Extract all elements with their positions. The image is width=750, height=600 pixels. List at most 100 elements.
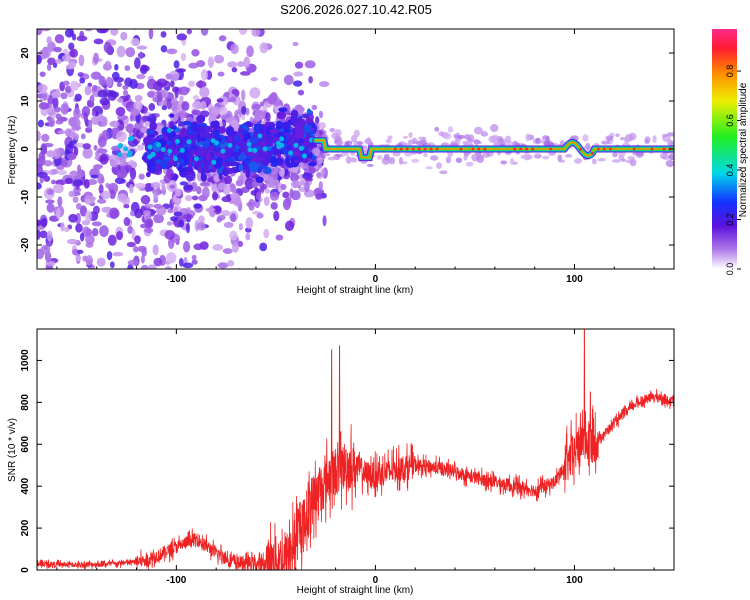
spectrogram-cell (279, 142, 285, 148)
x-tick-label: 100 (566, 274, 583, 285)
spectrogram-cell (38, 102, 50, 110)
spectrogram-cell (97, 283, 103, 289)
spectrogram-cell (193, 203, 202, 209)
spectrogram-cell (351, 157, 358, 163)
spectrogram-cell (85, 254, 94, 267)
spectrogram-cell (275, 234, 284, 241)
spectrogram-cell (425, 166, 433, 170)
spectrogram-cell (79, 30, 85, 42)
spectrogram-peak (471, 147, 475, 151)
spectrogram-cell (290, 173, 299, 183)
spectrogram-cell (120, 393, 129, 398)
spectrogram-cell (311, 147, 321, 156)
snr-line (37, 329, 674, 570)
spectrogram-cell (74, 142, 85, 148)
spectrogram-cell (186, 29, 192, 35)
spectrogram-cell (77, 278, 83, 289)
spectrogram-cell (245, 217, 254, 229)
spectrogram-cell (303, 113, 310, 119)
spectrogram-cell (259, 242, 268, 252)
spectrogram-cell (288, 150, 294, 156)
spectrogram-cell (116, 230, 123, 241)
spectrogram-cell (164, 265, 173, 269)
spectrogram-cell (57, 169, 68, 176)
spectrogram-cell (644, 136, 651, 142)
spectrogram-cell (207, 56, 215, 68)
spectrogram-cell (41, 368, 48, 377)
spectrogram-cell (149, 121, 157, 132)
spectrogram-cell (505, 135, 512, 144)
spectrogram-cell (201, 186, 210, 199)
spectrogram-cell (40, 244, 51, 255)
spectrogram-cell (321, 130, 327, 134)
spectrogram-cell (61, 54, 72, 62)
spectrogram-cell (89, 412, 99, 418)
spectrogram-cell (290, 109, 299, 120)
spectrogram-cell (82, 226, 91, 238)
spectrogram-cell (318, 81, 330, 87)
spectrogram-cell (402, 135, 409, 140)
spectrogram-cell (165, 252, 177, 264)
spectrogram-cell (91, 111, 97, 117)
spectrogram-cell (129, 78, 138, 89)
spectrogram-cell (72, 196, 79, 203)
spectrogram-cell (100, 435, 104, 442)
spectrogram-cell (423, 152, 428, 158)
spectrogram-cell (533, 153, 542, 159)
spectrogram-cell (178, 158, 185, 165)
spectrogram-cell (311, 104, 318, 111)
spectrogram-cell (282, 191, 290, 199)
snr-ylabel: SNR (10 * v/v) (7, 418, 18, 482)
spectrogram-cell (41, 133, 50, 142)
spectrogram-cell (98, 183, 104, 195)
spectrogram-cell (134, 122, 142, 130)
spectrogram-cell (308, 76, 313, 84)
spectrogram-cell (217, 182, 227, 191)
spectrogram-cell (46, 203, 55, 213)
spectrogram-cell (64, 227, 70, 233)
spectrogram-cell (318, 122, 327, 129)
spectrogram-cell (37, 157, 46, 166)
spectrogram-xlabel: Height of straight line (km) (297, 285, 414, 296)
page-title: S206.2026.027.10.42.R05 (280, 2, 432, 17)
y-tick-label: 800 (20, 394, 31, 411)
spectrogram-cell (179, 147, 185, 153)
spectrogram-cell (281, 121, 290, 130)
spectrogram-cell (318, 110, 324, 119)
spectrogram-cell (248, 198, 256, 211)
spectrogram-cell (304, 181, 310, 193)
spectrogram-cell (200, 69, 208, 81)
spectrogram-cell (182, 120, 192, 126)
spectrogram-cell (98, 75, 106, 86)
spectrogram-cell (116, 82, 123, 88)
spectrogram-cell (210, 138, 216, 144)
spectrogram-cell (270, 77, 278, 82)
spectrogram-cell (130, 38, 140, 47)
spectrogram-cell (140, 255, 145, 264)
spectrogram-cell (98, 356, 108, 363)
spectrogram-cell (165, 73, 172, 80)
spectrogram-peak (525, 147, 529, 151)
spectrogram-cell (255, 191, 262, 201)
spectrogram-cell (276, 125, 282, 130)
spectrogram-cell (279, 136, 285, 142)
spectrogram-cell (108, 290, 113, 299)
spectrogram-cell (124, 65, 131, 71)
spectrogram-cell (315, 192, 323, 200)
spectrogram-cell (114, 63, 119, 71)
spectrogram-cell (135, 353, 141, 365)
spectrogram-cell (91, 316, 99, 325)
spectrogram-cell (636, 152, 645, 157)
spectrogram-cell (123, 146, 129, 152)
spectrogram-cell (353, 129, 360, 138)
spectrogram-cell (264, 188, 270, 194)
spectrogram-cell (314, 116, 320, 125)
spectrogram-cell (91, 221, 102, 227)
spectrogram-cell (74, 118, 81, 128)
spectrogram-cell (363, 138, 372, 144)
spectrogram-cell (341, 152, 350, 157)
spectrogram-cell (39, 71, 46, 77)
spectrogram-cell (136, 45, 148, 50)
spectrogram-cell (285, 196, 292, 206)
spectrogram-cell (68, 140, 78, 149)
